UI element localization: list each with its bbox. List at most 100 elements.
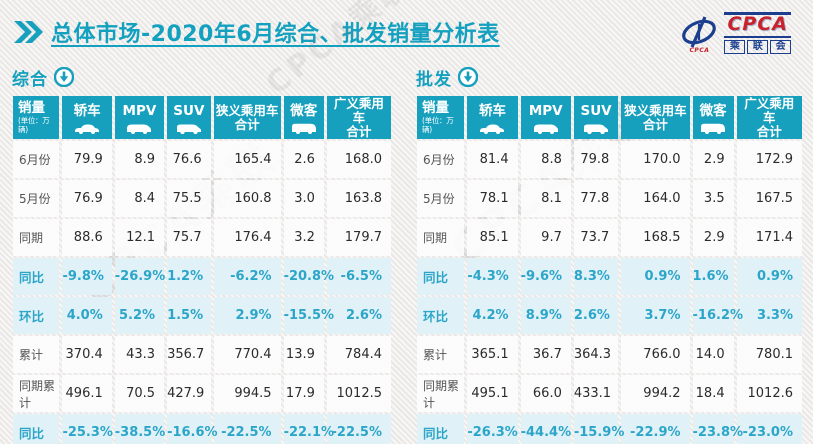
down-arrow-circle-icon: [54, 67, 74, 87]
cell-value: 43.3: [114, 336, 165, 374]
cell-value: 496.1: [62, 375, 112, 413]
cell-value: 75.5: [167, 180, 211, 218]
cell-value: 12.1: [114, 219, 165, 257]
cell-value: 2.9%: [213, 297, 281, 335]
row-label: 5月份: [417, 180, 465, 218]
cell-value: -16.2%: [692, 297, 743, 335]
column-header-微客: 微客: [283, 96, 324, 140]
mpv-icon: [117, 120, 162, 134]
table-row-同比: 同比 -4.3% -9.6% 8.3% 0.9% 1.6% 0.9%: [417, 258, 802, 296]
sedan-icon: [469, 120, 515, 134]
section-composite-header: 综合: [10, 64, 394, 90]
logo-text: CPCA 乘联会: [724, 12, 791, 54]
row-label: 同比: [417, 258, 465, 296]
cell-value: 784.4: [326, 336, 391, 374]
column-header-SUV: SUV: [167, 96, 211, 140]
table-row-同期: 同期 88.6 12.1 75.7 176.4 3.2 179.7: [13, 219, 391, 257]
section-composite-title: 综合: [12, 69, 48, 90]
cell-value: 179.7: [326, 219, 391, 257]
cell-value: 1012.5: [326, 375, 391, 413]
cell-value: 780.1: [736, 336, 802, 374]
cell-value: -22.5%: [213, 414, 281, 444]
column-header-狭义乘用车: 狭义乘用车 合计: [621, 96, 690, 140]
cpca-swoosh-icon: CPCA: [678, 16, 720, 54]
column-header-sales: 销量 (单位：万辆): [13, 96, 60, 140]
cell-value: 165.4: [213, 141, 281, 179]
cell-value: 4.0%: [62, 297, 112, 335]
cell-value: 2.6: [283, 141, 324, 179]
cell-value: 0.9%: [736, 258, 802, 296]
row-label: 同期: [417, 219, 465, 257]
cell-value: 14.0: [692, 336, 734, 374]
sedan-icon: [64, 120, 109, 134]
cell-value: 427.9: [167, 375, 211, 413]
cell-value: 5.2%: [114, 297, 165, 335]
cell-value: 3.7%: [621, 297, 690, 335]
cell-value: 495.1: [467, 375, 518, 413]
cell-value: -22.5%: [326, 414, 391, 444]
cell-value: 2.9: [692, 219, 734, 257]
cell-value: 3.0: [283, 180, 324, 218]
row-label: 环比: [417, 297, 465, 335]
row-label: 累计: [417, 336, 465, 374]
double-chevron-icon: [14, 21, 43, 43]
cell-value: -22.1%: [283, 414, 334, 444]
cell-value: 8.8: [520, 141, 571, 179]
table-row-同期: 同期 85.1 9.7 73.7 168.5 2.9 171.4: [417, 219, 802, 257]
table-row-6月份: 6月份 81.4 8.8 79.8 170.0 2.9 172.9: [417, 141, 802, 179]
sales-table-composite: 销量 (单位：万辆) 轿车 MPV SUV 狭义乘用车 合计 微客 广义乘用车 合计 6月份 79.9…: [10, 94, 394, 444]
cell-value: 88.6: [62, 219, 112, 257]
cell-value: 70.5: [114, 375, 165, 413]
row-label: 同期: [13, 219, 60, 257]
row-label: 同期累计: [417, 375, 465, 413]
cell-value: -15.9%: [573, 414, 624, 444]
cell-value: -16.6%: [167, 414, 218, 444]
cell-value: 76.9: [62, 180, 112, 218]
cell-value: -15.5%: [283, 297, 334, 335]
table-row-同期累计: 同期累计 496.1 70.5 427.9 994.5 17.9 1012.5: [13, 375, 391, 413]
row-label: 6月份: [417, 141, 465, 179]
wholesale-table-container: 销量 (单位：万辆) 轿车 MPV SUV 狭义乘用车 合计 微客 广义乘用车 合计 6月份 81.4…: [414, 94, 805, 444]
table-row-环比: 环比 4.0% 5.2% 1.5% 2.9% -15.5% 2.6%: [13, 297, 391, 335]
cell-value: 176.4: [213, 219, 281, 257]
cell-value: 66.0: [520, 375, 571, 413]
cell-value: 75.7: [167, 219, 211, 257]
table-row-6月份: 6月份 79.9 8.9 76.6 165.4 2.6 168.0: [13, 141, 391, 179]
section-composite: 综合 销量 (单位：万辆) 轿车 MPV SUV 狭义乘用车 合计 微客 广义乘用车 合计 6月份 7…: [10, 64, 394, 444]
cell-value: 433.1: [573, 375, 619, 413]
cell-value: -9.6%: [520, 258, 571, 296]
cell-value: 2.6%: [326, 297, 391, 335]
cell-value: 77.8: [573, 180, 619, 218]
suv-icon: [576, 120, 616, 134]
logo-acronym: CPCA: [724, 12, 791, 38]
table-row-环比: 环比 4.2% 8.9% 2.6% 3.7% -16.2% 3.3%: [417, 297, 802, 335]
cell-value: -25.3%: [62, 414, 113, 444]
column-header-SUV: SUV: [573, 96, 619, 140]
cell-value: 78.1: [467, 180, 518, 218]
logo-swoosh-caption: CPCA: [689, 46, 710, 54]
row-label: 同比: [13, 258, 60, 296]
logo-chinese-name: 乘联会: [724, 39, 791, 54]
sales-table-wholesale: 销量 (单位：万辆) 轿车 MPV SUV 狭义乘用车 合计 微客 广义乘用车 合计 6月份 81.4…: [414, 94, 805, 444]
column-header-轿车: 轿车: [62, 96, 112, 140]
cell-value: 79.8: [573, 141, 619, 179]
cell-value: -6.2%: [213, 258, 281, 296]
cell-value: 3.2: [283, 219, 324, 257]
composite-table-container: 销量 (单位：万辆) 轿车 MPV SUV 狭义乘用车 合计 微客 广义乘用车 合计 6月份 79.9…: [10, 94, 394, 444]
row-label: 环比: [13, 297, 60, 335]
page-title: 总体市场-2020年6月综合、批发销量分析表: [51, 22, 500, 47]
cpca-logo: CPCA CPCA 乘联会: [678, 12, 791, 54]
column-header-狭义乘用车: 狭义乘用车 合计: [213, 96, 281, 140]
row-label: 同比: [13, 414, 60, 444]
table-row-同比: 同比 -9.8% -26.9% 1.2% -6.2% -20.8% -6.5%: [13, 258, 391, 296]
table-row-同期累计: 同期累计 495.1 66.0 433.1 994.2 18.4 1012.6: [417, 375, 802, 413]
row-label: 同期累计: [13, 375, 60, 413]
cell-value: 766.0: [621, 336, 690, 374]
cell-value: 0.9%: [621, 258, 690, 296]
column-header-广义乘用车: 广义乘用车 合计: [326, 96, 391, 140]
microvan-icon: [695, 120, 732, 134]
cell-value: 4.2%: [467, 297, 518, 335]
cell-value: 168.0: [326, 141, 391, 179]
cell-value: 364.3: [573, 336, 619, 374]
cell-value: -9.8%: [62, 258, 112, 296]
